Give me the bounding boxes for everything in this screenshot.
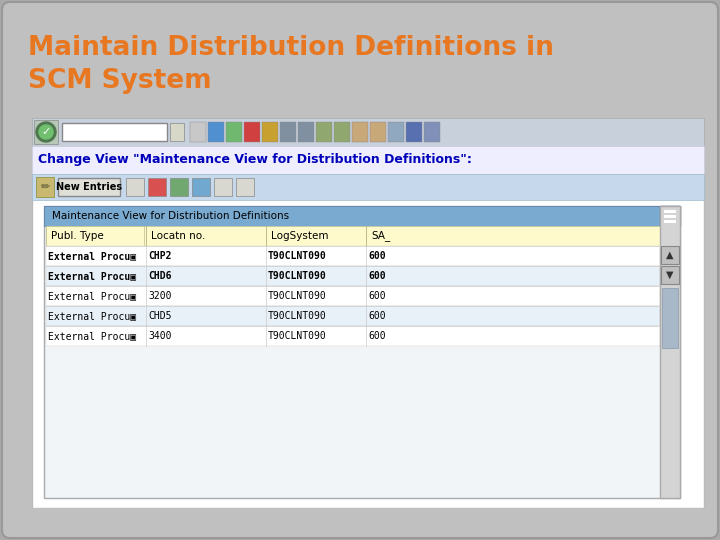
Bar [46, 226, 660, 246]
Text: External Procu▣: External Procu▣ [48, 291, 136, 301]
Bar [662, 288, 678, 348]
Bar [660, 206, 680, 226]
Bar [664, 220, 676, 223]
Bar [148, 178, 166, 196]
Bar [280, 122, 296, 142]
Bar [214, 178, 232, 196]
Bar [32, 118, 704, 146]
Text: SA_: SA_ [371, 231, 390, 241]
Bar [664, 215, 676, 218]
Text: CHD5: CHD5 [148, 311, 171, 321]
Bar [370, 122, 386, 142]
Bar [170, 123, 184, 141]
Bar [192, 178, 210, 196]
Bar [62, 123, 167, 141]
Text: Locatn no.: Locatn no. [151, 231, 205, 241]
Text: ✏: ✏ [40, 182, 50, 192]
Text: LogSystem: LogSystem [271, 231, 328, 241]
Text: ▲: ▲ [666, 250, 674, 260]
Text: SCM System: SCM System [28, 68, 212, 94]
Bar [32, 146, 704, 174]
Bar [660, 206, 680, 498]
Bar [46, 286, 660, 306]
Bar [298, 122, 314, 142]
Text: 600: 600 [368, 291, 386, 301]
Bar [10, 508, 710, 530]
Bar [46, 306, 660, 326]
Text: Maintain Distribution Definitions in: Maintain Distribution Definitions in [28, 35, 554, 61]
Bar [46, 246, 660, 266]
Text: External Procu▣: External Procu▣ [48, 311, 136, 321]
Bar [334, 122, 350, 142]
Text: CHD6: CHD6 [148, 271, 171, 281]
Bar [262, 122, 278, 142]
Circle shape [39, 125, 53, 139]
Text: 600: 600 [368, 271, 386, 281]
Text: 3400: 3400 [148, 331, 171, 341]
Bar [36, 177, 54, 197]
Text: 600: 600 [368, 311, 386, 321]
Bar [32, 174, 704, 200]
Circle shape [36, 122, 56, 142]
Text: External Procu▣: External Procu▣ [48, 331, 136, 341]
Bar [190, 122, 206, 142]
Text: 3200: 3200 [148, 291, 171, 301]
Text: Maintenance View for Distribution Definitions: Maintenance View for Distribution Defini… [52, 211, 289, 221]
Text: CHP2: CHP2 [148, 251, 171, 261]
Bar [661, 246, 679, 264]
Text: Publ. Type: Publ. Type [51, 231, 104, 241]
Bar [236, 178, 254, 196]
Bar [424, 122, 440, 142]
Text: ▼: ▼ [666, 270, 674, 280]
Bar [661, 266, 679, 284]
Text: ✓: ✓ [41, 127, 50, 137]
Bar [388, 122, 404, 142]
Bar [44, 206, 680, 498]
Text: T90CLNT090: T90CLNT090 [268, 311, 327, 321]
Text: T90CLNT090: T90CLNT090 [268, 271, 327, 281]
Bar [664, 210, 676, 213]
Text: T90CLNT090: T90CLNT090 [268, 331, 327, 341]
Bar [226, 122, 242, 142]
Text: New Entries: New Entries [56, 182, 122, 192]
Bar [244, 122, 260, 142]
Text: 600: 600 [368, 251, 386, 261]
Bar [352, 122, 368, 142]
Text: T90CLNT090: T90CLNT090 [268, 291, 327, 301]
Bar [44, 206, 660, 226]
Bar [46, 266, 660, 286]
Text: External Procu▣: External Procu▣ [48, 271, 136, 281]
Bar [406, 122, 422, 142]
Bar [316, 122, 332, 142]
Bar [32, 118, 704, 508]
Text: Change View "Maintenance View for Distribution Definitions":: Change View "Maintenance View for Distri… [38, 153, 472, 166]
Bar [208, 122, 224, 142]
Bar [126, 178, 144, 196]
Text: External Procu▣: External Procu▣ [48, 251, 136, 261]
Bar [46, 226, 144, 246]
Bar [34, 120, 58, 144]
Bar [46, 326, 660, 346]
Text: 600: 600 [368, 331, 386, 341]
Text: T90CLNT090: T90CLNT090 [268, 251, 327, 261]
Bar [58, 178, 120, 196]
Bar [170, 178, 188, 196]
